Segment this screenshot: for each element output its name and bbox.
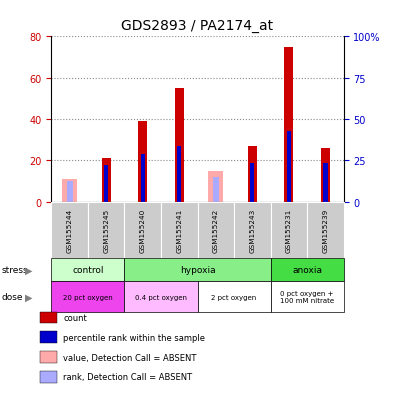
Text: GSM155240: GSM155240 [140,208,146,252]
Bar [102,159,111,202]
Text: ▶: ▶ [25,292,32,302]
Text: anoxia: anoxia [292,266,322,274]
Bar [209,171,223,202]
Bar [62,180,77,202]
Bar [287,132,291,202]
Text: 0.4 pct oxygen: 0.4 pct oxygen [135,294,187,300]
Text: GSM155245: GSM155245 [103,208,109,252]
Text: control: control [72,266,103,274]
Text: percentile rank within the sample: percentile rank within the sample [63,333,205,342]
Text: dose: dose [2,293,23,301]
Text: stress: stress [2,266,28,274]
Bar [177,147,181,202]
Bar [321,149,330,202]
Text: GSM155243: GSM155243 [249,208,255,252]
Text: rank, Detection Call = ABSENT: rank, Detection Call = ABSENT [63,373,192,382]
Bar [213,178,219,202]
Bar [138,122,147,202]
Text: hypoxia: hypoxia [180,266,215,274]
Text: 0 pct oxygen +
100 mM nitrate: 0 pct oxygen + 100 mM nitrate [280,291,334,304]
Bar [175,89,184,202]
Text: GDS2893 / PA2174_at: GDS2893 / PA2174_at [121,19,274,33]
Text: GSM155244: GSM155244 [67,208,73,252]
Text: GSM155231: GSM155231 [286,208,292,252]
Text: 2 pct oxygen: 2 pct oxygen [211,294,257,300]
Bar [66,182,73,202]
Bar [141,155,145,202]
Text: count: count [63,313,87,322]
Text: ▶: ▶ [25,265,32,275]
Text: GSM155239: GSM155239 [322,208,328,252]
Bar [284,47,293,202]
Text: GSM155242: GSM155242 [213,208,219,252]
Bar [323,163,327,202]
Text: GSM155241: GSM155241 [176,208,182,252]
Bar [104,165,108,202]
Bar [248,147,257,202]
Text: value, Detection Call = ABSENT: value, Detection Call = ABSENT [63,353,197,362]
Text: 20 pct oxygen: 20 pct oxygen [63,294,113,300]
Bar [250,163,254,202]
